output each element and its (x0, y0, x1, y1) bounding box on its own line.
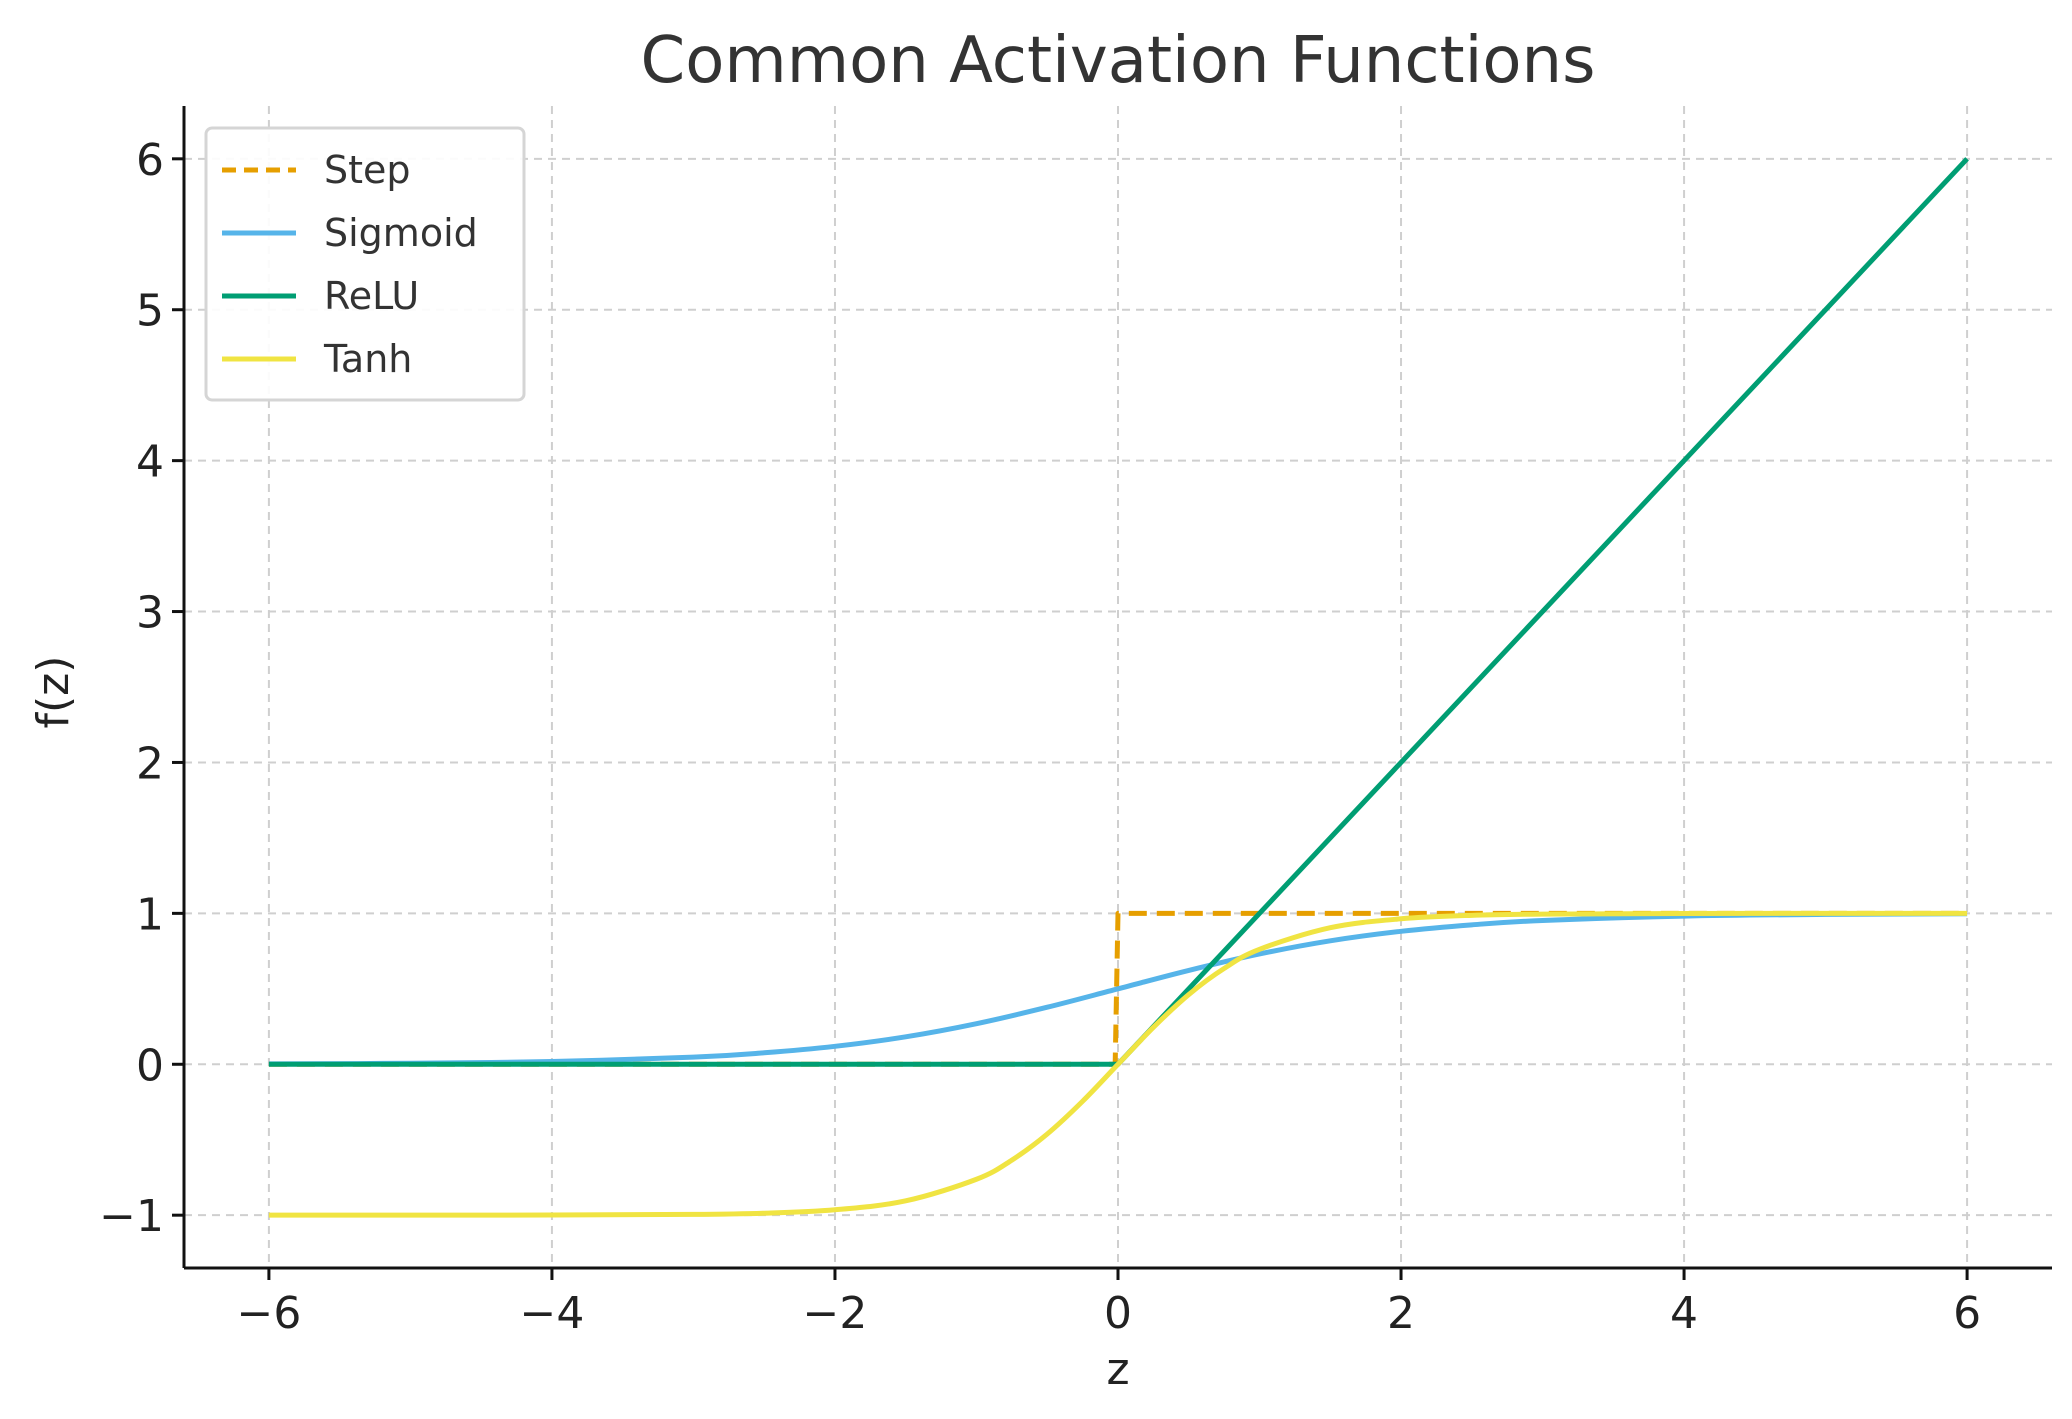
y-tick-label: −1 (99, 1191, 164, 1242)
chart-title: Common Activation Functions (641, 24, 1596, 98)
x-tick-label: −2 (803, 1288, 868, 1339)
series-line-sigmoid (268, 911, 1968, 1067)
y-tick-label: 6 (136, 135, 164, 186)
x-tick-label: 0 (1104, 1288, 1132, 1339)
x-tick-label: −4 (520, 1288, 585, 1339)
ticks-layer: −6 −4 −2 0 2 4 6 −1 0 1 2 3 4 5 6 (99, 135, 1981, 1339)
x-tick-label: 6 (1953, 1288, 1981, 1339)
x-axis-label: z (1106, 1344, 1129, 1395)
series-line-tanh (268, 910, 1968, 1218)
y-tick-label: 2 (136, 738, 164, 789)
y-tick-label: 1 (136, 889, 164, 940)
y-tick-label: 0 (136, 1040, 164, 1091)
legend-label: Tanh (323, 337, 412, 381)
y-tick-label: 3 (136, 588, 164, 639)
x-tick-label: 2 (1387, 1288, 1415, 1339)
legend-label: Step (324, 148, 411, 192)
x-tick-label: 4 (1670, 1288, 1698, 1339)
legend: Step Sigmoid ReLU Tanh (204, 126, 526, 402)
legend-box (204, 126, 526, 402)
x-tick-label: −6 (236, 1288, 301, 1339)
legend-label: ReLU (324, 274, 419, 318)
y-tick-label: 5 (136, 286, 164, 337)
legend-label: Sigmoid (324, 211, 478, 255)
series-layer (268, 157, 1969, 1218)
y-axis-label: f(z) (28, 656, 79, 729)
y-tick-label: 4 (136, 437, 164, 488)
